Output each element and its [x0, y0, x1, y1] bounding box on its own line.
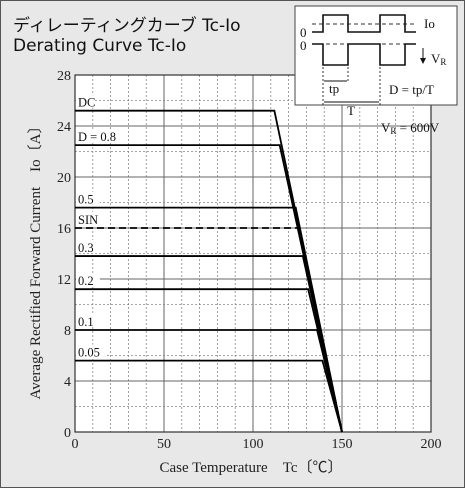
tp-label: tp: [329, 81, 339, 96]
y-tick-label: 12: [57, 273, 71, 288]
series-label-bg: [76, 212, 100, 225]
vr-arrow-head: [420, 58, 426, 64]
inset-box: [294, 5, 458, 106]
series-label: D = 0.8: [78, 130, 116, 144]
chart-title-japanese: ディレーティングカーブ Tc-Io: [13, 16, 241, 36]
vr-label-main: V: [431, 51, 441, 66]
y-tick-label: 28: [57, 69, 71, 84]
io-label: Io: [424, 16, 435, 31]
y-tick-label: 8: [64, 324, 71, 339]
series-label: 0.5: [78, 193, 94, 207]
vr-zero-label: 0: [300, 38, 307, 53]
x-tick-label: 100: [243, 437, 264, 452]
plot-border: [74, 74, 432, 433]
series-label-bg: [76, 344, 107, 358]
series-label: 0.2: [78, 274, 94, 288]
series-label: 0.3: [78, 241, 94, 255]
duty-formula: D = tp/T: [389, 82, 434, 97]
x-tick-label: 150: [332, 437, 353, 452]
x-axis-label: Case Temperature Tc〔℃〕: [160, 459, 343, 476]
waveform-inset: 0 Io 0 VR tp T D = tp/T: [294, 5, 458, 118]
y-tick-label: 4: [64, 375, 71, 390]
series-label-bg: [76, 240, 100, 254]
y-axis-label: Average Rectified Forward Current Io〔A〕: [27, 119, 44, 400]
x-tick-label: 50: [157, 437, 171, 452]
io-waveform: [312, 14, 416, 33]
y-tick-label: 16: [57, 222, 71, 237]
x-tick-label: 200: [421, 437, 442, 452]
vr-condition-subscript: R: [390, 126, 396, 136]
series-label: 0.05: [78, 346, 100, 360]
vr-condition-suffix: = 600V: [396, 120, 439, 135]
vr-label-subscript: R: [440, 57, 446, 67]
series-label: SIN: [78, 213, 98, 227]
io-zero-label: 0: [300, 25, 307, 40]
t-label: T: [347, 103, 355, 118]
series-label: DC: [78, 96, 95, 110]
series-label: 0.1: [78, 315, 94, 329]
series-label-bg: [76, 94, 94, 108]
series-label-bg: [76, 191, 100, 205]
vr-waveform: [312, 43, 416, 66]
vr-condition-prefix: V: [381, 120, 391, 135]
vr-label: VR: [431, 51, 446, 67]
series-label-bg: [76, 314, 100, 327]
y-tick-label: 24: [57, 120, 71, 135]
curve-0-1: [75, 329, 343, 433]
x-tick-label: 0: [72, 437, 79, 452]
series-label-bg: [76, 129, 127, 143]
y-tick-label: 0: [64, 426, 71, 441]
vr-condition-annotation: VR = 600V: [381, 120, 440, 136]
y-tick-label: 20: [57, 171, 71, 186]
chart-title-english: Derating Curve Tc-Io: [13, 36, 187, 56]
series-label-bg: [76, 273, 100, 287]
curve-0-05: [75, 359, 343, 433]
